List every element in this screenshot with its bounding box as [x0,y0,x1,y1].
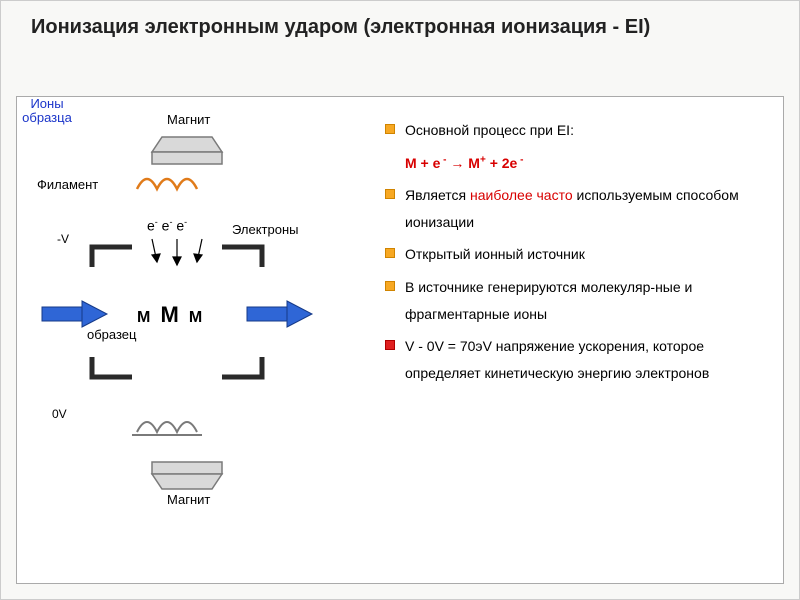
bottom-coil-icon [132,422,202,435]
bullet-text: В источнике генерируются молекуляр-ные и… [405,274,765,327]
list-item: Является наиболее часто используемым спо… [385,182,765,235]
electrons-symbols: e- e- e- [147,217,187,234]
slide-title: Ионизация электронным ударом (электронна… [31,15,769,40]
sample-label: образец [87,327,136,342]
bullet-marker-icon [385,189,395,199]
list-item: Основной процесс при EI: [385,117,765,144]
magnet-bottom-icon [152,462,222,489]
equation-line: M + e - → M+ + 2e - [405,150,765,177]
electron-arrows-icon [152,239,202,265]
magnet-bottom-label: Магнит [167,492,210,568]
magnet-top-label: Магнит [167,112,210,127]
list-item: В источнике генерируются молекуляр-ные и… [385,274,765,327]
ei-diagram: Магнит Филамент e- e- e- Электроны -V M … [17,97,377,583]
molecules-symbols: M M M [137,302,204,328]
list-item: V - 0V = 70эV напряжение ускорения, кото… [385,333,765,386]
bullet-marker-icon [385,248,395,258]
bullet-text: Открытый ионный источник [405,241,765,268]
bullet-list: Основной процесс при EI: M + e - → M+ + … [377,97,783,583]
bullet-text: V - 0V = 70эV напряжение ускорения, кото… [405,333,765,386]
ions-arrow-icon [247,301,312,327]
filament-icon [137,179,197,189]
zero-v-label: 0V [52,407,67,421]
sample-arrow-icon [42,301,107,327]
bullet-marker-icon [385,281,395,291]
bullet-marker-icon [385,340,395,350]
filament-label: Филамент [37,177,98,192]
bullet-text: Основной процесс при EI: [405,117,765,144]
electrons-label: Электроны [232,222,299,237]
list-item: Открытый ионный источник [385,241,765,268]
bullet-text: Является наиболее часто используемым спо… [405,182,765,235]
content-box: Магнит Филамент e- e- e- Электроны -V M … [16,96,784,584]
minus-v-label: -V [57,232,69,246]
magnet-top-icon [152,137,222,164]
slide: Ионизация электронным ударом (электронна… [0,0,800,600]
bullet-marker-icon [385,124,395,134]
